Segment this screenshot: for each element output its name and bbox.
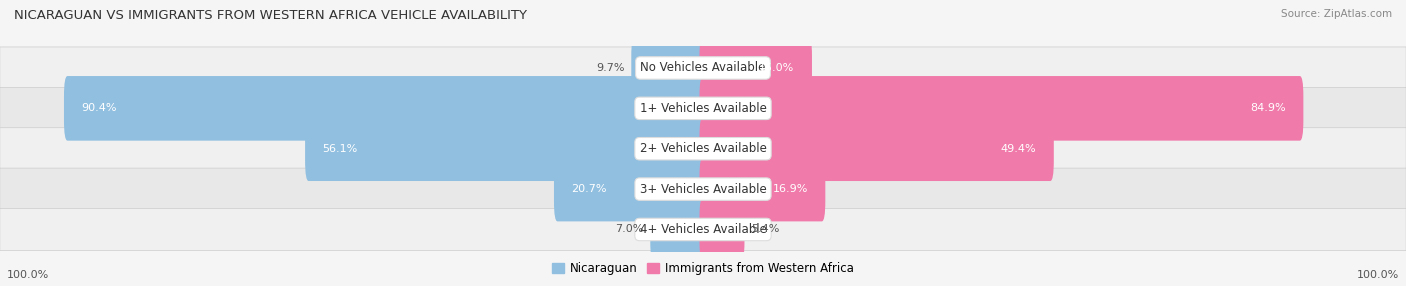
Legend: Nicaraguan, Immigrants from Western Africa: Nicaraguan, Immigrants from Western Afri… — [547, 258, 859, 280]
FancyBboxPatch shape — [650, 197, 707, 262]
Text: 56.1%: 56.1% — [322, 144, 359, 154]
Text: 84.9%: 84.9% — [1250, 103, 1286, 113]
FancyBboxPatch shape — [700, 157, 825, 221]
FancyBboxPatch shape — [0, 47, 1406, 89]
FancyBboxPatch shape — [700, 36, 813, 100]
Text: 9.7%: 9.7% — [596, 63, 624, 73]
Text: No Vehicles Available: No Vehicles Available — [640, 61, 766, 74]
FancyBboxPatch shape — [700, 76, 1303, 141]
Text: 4+ Vehicles Available: 4+ Vehicles Available — [640, 223, 766, 236]
Text: Source: ZipAtlas.com: Source: ZipAtlas.com — [1281, 9, 1392, 19]
Text: 90.4%: 90.4% — [82, 103, 117, 113]
FancyBboxPatch shape — [0, 168, 1406, 210]
Text: 100.0%: 100.0% — [1357, 270, 1399, 279]
Text: 15.0%: 15.0% — [759, 63, 794, 73]
FancyBboxPatch shape — [631, 36, 707, 100]
Text: 100.0%: 100.0% — [7, 270, 49, 279]
Text: 16.9%: 16.9% — [772, 184, 807, 194]
Text: 49.4%: 49.4% — [1001, 144, 1036, 154]
FancyBboxPatch shape — [0, 208, 1406, 251]
FancyBboxPatch shape — [700, 116, 1054, 181]
FancyBboxPatch shape — [554, 157, 707, 221]
FancyBboxPatch shape — [0, 87, 1406, 129]
Text: 1+ Vehicles Available: 1+ Vehicles Available — [640, 102, 766, 115]
Text: 7.0%: 7.0% — [614, 225, 644, 235]
Text: 20.7%: 20.7% — [571, 184, 607, 194]
FancyBboxPatch shape — [305, 116, 707, 181]
FancyBboxPatch shape — [700, 197, 745, 262]
Text: 3+ Vehicles Available: 3+ Vehicles Available — [640, 182, 766, 196]
FancyBboxPatch shape — [63, 76, 707, 141]
Text: 2+ Vehicles Available: 2+ Vehicles Available — [640, 142, 766, 155]
FancyBboxPatch shape — [0, 128, 1406, 170]
Text: NICARAGUAN VS IMMIGRANTS FROM WESTERN AFRICA VEHICLE AVAILABILITY: NICARAGUAN VS IMMIGRANTS FROM WESTERN AF… — [14, 9, 527, 21]
Text: 5.4%: 5.4% — [752, 225, 780, 235]
